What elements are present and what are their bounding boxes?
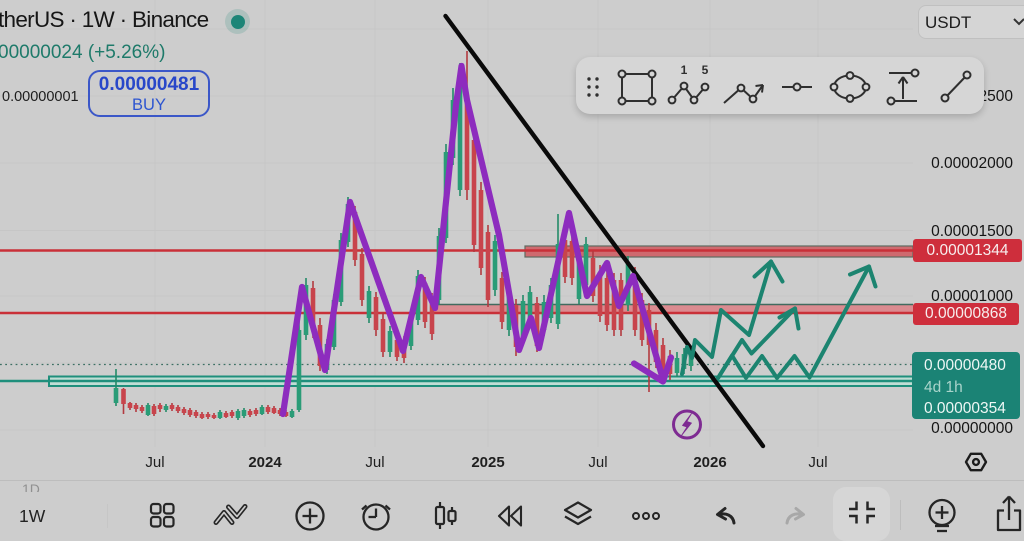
svg-text:5: 5 [702, 63, 709, 77]
svg-text:1: 1 [681, 63, 688, 77]
